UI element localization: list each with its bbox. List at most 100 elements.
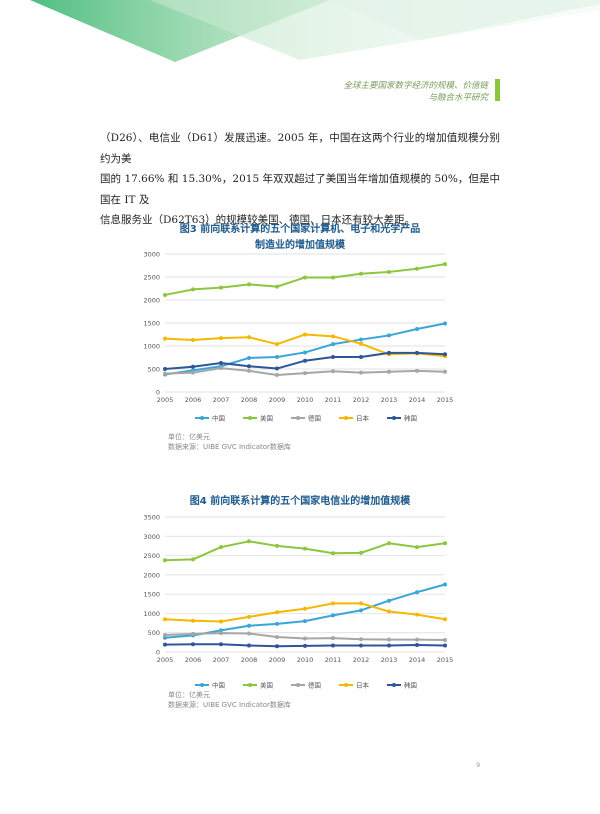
data-point	[303, 643, 307, 648]
legend-marker	[248, 416, 252, 420]
data-point	[331, 643, 335, 648]
y-tick-label: 2000	[143, 571, 160, 579]
series-line-5	[164, 351, 446, 370]
y-tick-label: 500	[148, 366, 160, 374]
x-tick-label: 2006	[185, 396, 202, 404]
data-point	[443, 354, 447, 359]
data-point	[303, 275, 307, 280]
x-tick-label: 2011	[325, 396, 342, 404]
y-tick-label: 2500	[143, 552, 160, 560]
figure3-title: 图3 前向联系计算的五个国家计算机、电子和光学产品 制造业的增加值规模	[100, 222, 500, 254]
y-tick-label: 1500	[143, 320, 160, 328]
data-point	[247, 539, 251, 544]
figure3-source: 数据来源：UIBE GVC Indicator数据库	[168, 443, 291, 451]
legend-marker	[344, 416, 348, 420]
data-point	[359, 608, 363, 613]
figure3-title-line: 制造业的增加值规模	[255, 240, 345, 251]
data-point	[275, 342, 279, 347]
x-tick-label: 2015	[437, 396, 454, 404]
data-point	[443, 352, 447, 357]
x-tick-label: 2015	[437, 656, 454, 664]
data-point	[219, 628, 223, 633]
data-point	[443, 262, 447, 267]
data-point	[359, 355, 363, 360]
data-point	[219, 364, 223, 369]
data-point	[359, 550, 363, 555]
data-point	[219, 285, 223, 290]
data-point	[443, 638, 447, 643]
figure3-title-line: 图3 前向联系计算的五个国家计算机、电子和光学产品	[179, 224, 421, 235]
data-point	[275, 621, 279, 626]
series-line-3	[164, 367, 446, 376]
data-point	[387, 541, 391, 546]
legend-label: 中国	[212, 681, 225, 690]
series-line-3	[164, 632, 446, 642]
figure4-title: 图4 前向联系计算的五个国家电信业的增加值规模	[100, 494, 500, 510]
x-tick-label: 2009	[269, 656, 286, 664]
y-tick-label: 1500	[143, 591, 160, 599]
x-tick-label: 2010	[297, 656, 314, 664]
body-paragraph: （D26）、电信业（D61）发展迅速。2005 年，中国在这两个行业的增加值规模…	[100, 128, 500, 231]
figure4-unit: 单位：亿美元	[168, 691, 210, 699]
legend-label: 德国	[308, 681, 321, 690]
data-point	[331, 355, 335, 360]
data-point	[247, 364, 251, 369]
data-point	[191, 633, 195, 638]
y-tick-label: 2000	[143, 297, 160, 305]
x-tick-label: 2013	[381, 656, 398, 664]
data-point	[191, 370, 195, 375]
data-point	[163, 633, 167, 638]
data-point	[443, 617, 447, 622]
data-point	[387, 352, 391, 357]
legend-label: 韩国	[404, 414, 417, 423]
legend-label: 美国	[260, 414, 273, 423]
data-point	[359, 601, 363, 606]
data-point	[219, 642, 223, 647]
data-point	[191, 618, 195, 623]
data-point	[247, 614, 251, 619]
data-point	[331, 369, 335, 374]
data-point	[303, 371, 307, 376]
data-point	[247, 368, 251, 373]
x-tick-label: 2012	[353, 396, 370, 404]
legend-marker	[200, 683, 204, 687]
series-line-4	[164, 333, 446, 358]
data-point	[359, 337, 363, 342]
data-point	[415, 612, 419, 617]
series-line-1	[164, 322, 446, 376]
y-tick-label: 0	[156, 389, 160, 397]
data-point	[443, 321, 447, 326]
data-point	[303, 358, 307, 363]
body-line: 国的 17.66% 和 15.30%，2015 年双双超过了美国当年增加值规模的…	[100, 173, 500, 206]
legend-marker	[296, 416, 300, 420]
data-point	[303, 636, 307, 641]
legend-label: 韩国	[404, 681, 417, 690]
data-point	[191, 557, 195, 562]
data-point	[415, 266, 419, 271]
data-point	[387, 643, 391, 648]
legend-marker	[200, 416, 204, 420]
data-point	[275, 610, 279, 615]
data-point	[219, 545, 223, 550]
data-point	[303, 350, 307, 355]
series-line-4	[164, 602, 446, 623]
y-tick-label: 0	[156, 649, 160, 657]
data-point	[359, 341, 363, 346]
data-point	[331, 601, 335, 606]
body-line: 信息服务业（D62T63）的规模较美国、德国、日本还有较大差距。	[100, 214, 416, 226]
figure4-source: 数据来源：UIBE GVC Indicator数据库	[168, 701, 291, 709]
data-point	[415, 350, 419, 355]
data-point	[303, 332, 307, 337]
series-line-2	[164, 263, 446, 296]
legend-marker	[344, 683, 348, 687]
data-point	[359, 370, 363, 375]
data-point	[191, 338, 195, 343]
data-point	[359, 643, 363, 648]
data-point	[191, 287, 195, 292]
series-line-1	[164, 583, 446, 639]
data-point	[415, 368, 419, 373]
data-point	[387, 598, 391, 603]
data-point	[163, 367, 167, 371]
data-point	[331, 551, 335, 556]
